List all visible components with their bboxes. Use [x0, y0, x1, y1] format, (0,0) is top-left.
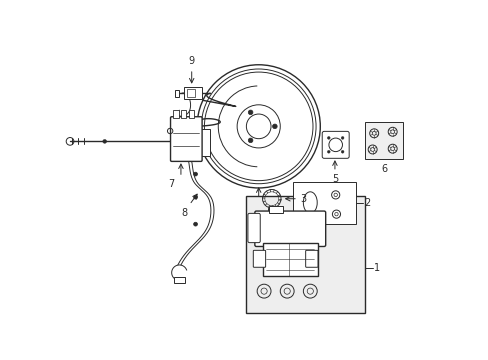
FancyBboxPatch shape — [254, 211, 325, 247]
Circle shape — [193, 172, 197, 176]
Text: 4: 4 — [255, 208, 261, 218]
Text: 6: 6 — [380, 164, 386, 174]
Circle shape — [326, 150, 329, 153]
Bar — [262, 243, 317, 276]
Bar — [201, 130, 210, 156]
FancyBboxPatch shape — [253, 250, 265, 267]
FancyBboxPatch shape — [170, 117, 202, 161]
Bar — [245, 195, 364, 313]
Bar — [183, 87, 202, 99]
FancyBboxPatch shape — [247, 213, 260, 243]
Bar — [174, 90, 178, 97]
Bar — [173, 110, 178, 118]
Circle shape — [341, 136, 344, 139]
Circle shape — [272, 124, 277, 129]
Bar — [364, 122, 403, 159]
Bar — [174, 277, 184, 283]
Text: 5: 5 — [331, 174, 337, 184]
Circle shape — [248, 138, 252, 143]
Bar — [188, 110, 194, 118]
FancyBboxPatch shape — [322, 131, 348, 158]
Circle shape — [102, 139, 106, 143]
Circle shape — [248, 110, 252, 115]
Bar — [293, 182, 356, 224]
Circle shape — [193, 195, 197, 199]
Circle shape — [341, 150, 344, 153]
Text: 7: 7 — [168, 180, 174, 189]
Text: 8: 8 — [181, 208, 187, 218]
Bar — [267, 208, 275, 213]
Bar — [268, 206, 282, 213]
Bar — [181, 110, 186, 118]
Text: 1: 1 — [373, 263, 380, 273]
FancyBboxPatch shape — [305, 250, 317, 267]
Circle shape — [193, 222, 197, 226]
Circle shape — [326, 136, 329, 139]
Text: 2: 2 — [364, 198, 370, 208]
Bar — [187, 89, 194, 97]
Text: 3: 3 — [300, 194, 306, 204]
Text: 9: 9 — [188, 56, 194, 66]
